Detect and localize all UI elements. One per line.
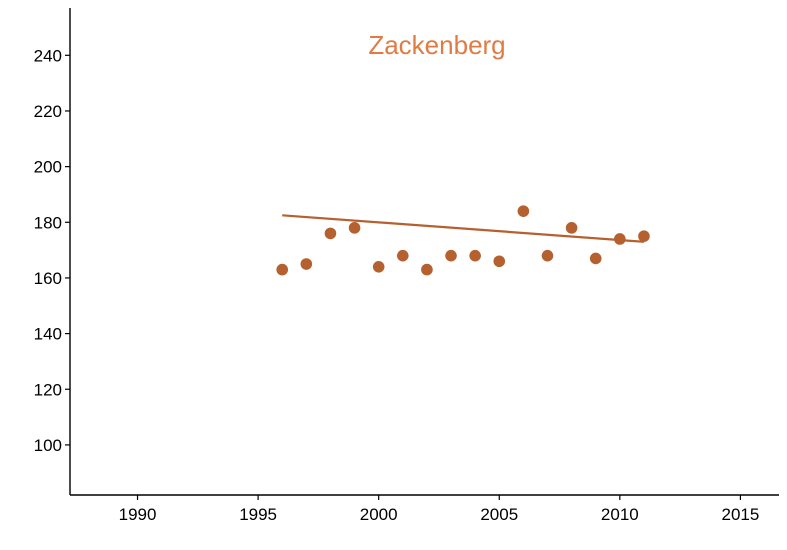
data-point — [565, 222, 578, 234]
data-point — [421, 263, 433, 276]
data-point — [517, 205, 530, 217]
y-tick-label: 200 — [34, 158, 62, 177]
trend-line — [282, 214, 645, 243]
y-tick-label: 140 — [34, 325, 62, 344]
data-point — [445, 249, 457, 262]
x-tick-label: 2005 — [480, 505, 518, 524]
x-tick-label: 1995 — [239, 505, 277, 524]
x-tick-label: 2015 — [722, 505, 760, 524]
y-axis-ticks: 100 120 140 160 180 200 220 240 — [34, 46, 70, 455]
data-point — [300, 258, 313, 270]
x-tick-label: 1990 — [119, 505, 157, 524]
data-point — [348, 222, 361, 234]
x-axis-ticks: 1990 1995 2000 2005 2010 2015 — [119, 495, 760, 524]
data-point — [396, 249, 409, 262]
data-point — [493, 255, 506, 268]
y-tick-label: 100 — [34, 436, 62, 455]
data-point — [589, 252, 602, 265]
y-tick-label: 220 — [34, 102, 62, 121]
x-tick-label: 2010 — [601, 505, 639, 524]
y-tick-label: 240 — [34, 46, 62, 65]
data-points — [276, 205, 650, 276]
chart-title: Zackenberg — [368, 30, 505, 60]
y-tick-label: 180 — [34, 213, 62, 232]
data-point — [614, 233, 626, 245]
data-point — [276, 263, 289, 276]
data-point — [469, 249, 481, 262]
y-tick-label: 120 — [34, 380, 62, 399]
data-point — [541, 249, 554, 262]
y-tick-label: 160 — [34, 269, 62, 288]
data-point — [372, 261, 385, 273]
data-point — [638, 230, 650, 242]
data-point — [324, 227, 337, 240]
x-tick-label: 2000 — [360, 505, 398, 524]
